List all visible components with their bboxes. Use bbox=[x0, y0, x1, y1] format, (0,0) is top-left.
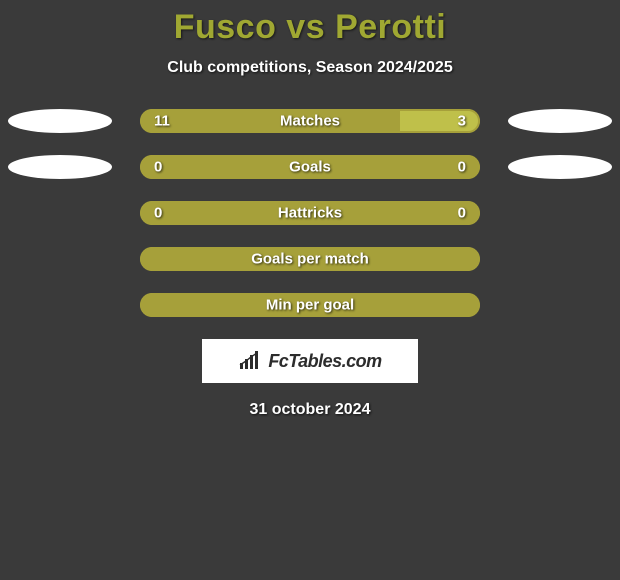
stat-row: Goals per match bbox=[0, 247, 620, 271]
logo: FcTables.com bbox=[238, 351, 381, 372]
page-title: Fusco vs Perotti bbox=[0, 8, 620, 47]
stat-bar: 11 3 Matches bbox=[140, 109, 480, 133]
stat-rows: 11 3 Matches 0 0 Goals 0 0 Hattricks Goals per ma… bbox=[0, 109, 620, 317]
stat-label: Goals bbox=[289, 159, 331, 176]
stat-label: Hattricks bbox=[278, 205, 342, 222]
stat-label: Min per goal bbox=[266, 297, 354, 314]
stat-right-value: 0 bbox=[458, 159, 466, 176]
player-left-marker bbox=[8, 109, 112, 133]
player-left-marker bbox=[8, 155, 112, 179]
stat-right-value: 3 bbox=[458, 113, 466, 130]
spacer bbox=[508, 247, 612, 271]
stat-row: 11 3 Matches bbox=[0, 109, 620, 133]
stat-left-value: 0 bbox=[154, 159, 162, 176]
logo-bars-icon bbox=[238, 351, 264, 371]
bar-left-segment bbox=[140, 109, 400, 133]
stat-label: Goals per match bbox=[251, 251, 369, 268]
stat-bar: Min per goal bbox=[140, 293, 480, 317]
stat-row: Min per goal bbox=[0, 293, 620, 317]
stat-left-value: 0 bbox=[154, 205, 162, 222]
spacer bbox=[508, 201, 612, 225]
spacer bbox=[508, 293, 612, 317]
comparison-infographic: Fusco vs Perotti Club competitions, Seas… bbox=[0, 0, 620, 419]
player-right-marker bbox=[508, 109, 612, 133]
logo-box: FcTables.com bbox=[202, 339, 418, 383]
stat-bar: 0 0 Hattricks bbox=[140, 201, 480, 225]
stat-left-value: 11 bbox=[154, 113, 170, 130]
stat-bar: 0 0 Goals bbox=[140, 155, 480, 179]
spacer bbox=[8, 293, 112, 317]
bar-left-segment bbox=[140, 155, 310, 179]
spacer bbox=[8, 201, 112, 225]
stat-right-value: 0 bbox=[458, 205, 466, 222]
stat-row: 0 0 Goals bbox=[0, 155, 620, 179]
spacer bbox=[8, 247, 112, 271]
stat-label: Matches bbox=[280, 113, 340, 130]
subtitle: Club competitions, Season 2024/2025 bbox=[0, 59, 620, 77]
bar-right-segment bbox=[400, 109, 480, 133]
date-label: 31 october 2024 bbox=[0, 401, 620, 419]
player-right-marker bbox=[508, 155, 612, 179]
bar-right-segment bbox=[310, 155, 480, 179]
stat-row: 0 0 Hattricks bbox=[0, 201, 620, 225]
logo-text: FcTables.com bbox=[268, 351, 381, 372]
stat-bar: Goals per match bbox=[140, 247, 480, 271]
